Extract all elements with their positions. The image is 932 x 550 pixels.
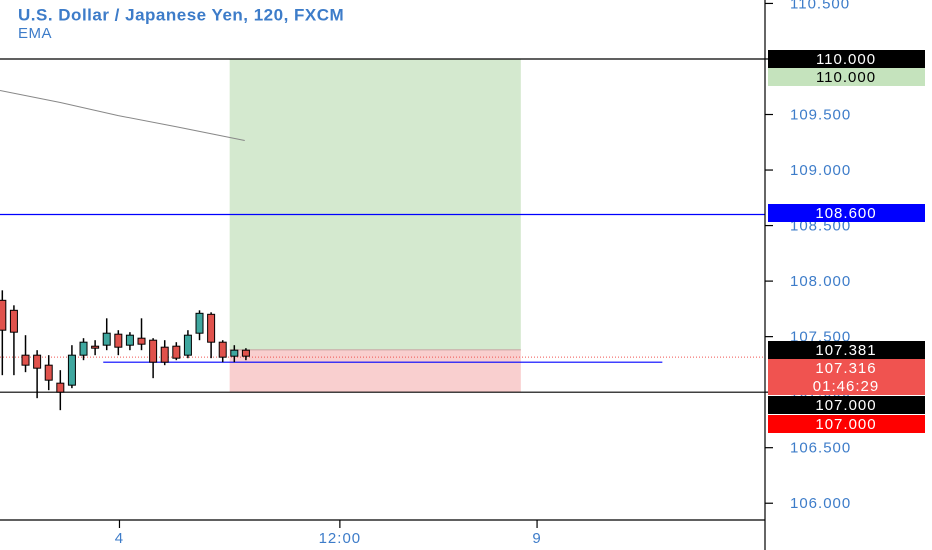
- price-label-box: [768, 50, 925, 68]
- x-tick-label: 4: [115, 530, 124, 547]
- candle-body: [21, 354, 30, 366]
- candle-body: [114, 333, 123, 348]
- candle-body: [91, 345, 100, 349]
- y-tick-label: 106.500: [790, 440, 851, 457]
- price-label-box: [768, 396, 925, 414]
- price-label-box: [768, 68, 925, 86]
- candle-body: [102, 332, 111, 346]
- price-label: 107.000: [815, 397, 876, 414]
- price-label: 110.000: [816, 51, 876, 68]
- candle-body: [149, 339, 158, 363]
- price-label: 110.000: [816, 69, 876, 86]
- y-tick-label: 106.000: [790, 495, 851, 512]
- candle-body: [9, 309, 18, 333]
- candle-body: [44, 364, 53, 381]
- price-label: 107.000: [815, 416, 876, 433]
- loss-zone: [229, 349, 521, 393]
- candle-body: [137, 337, 146, 345]
- plot-area: [0, 58, 765, 411]
- ema-line: [0, 90, 245, 141]
- price-label: 107.381: [815, 342, 876, 359]
- candle-body: [183, 334, 192, 356]
- price-label-box: [768, 415, 925, 433]
- candle-body: [67, 354, 76, 386]
- chart-title: U.S. Dollar / Japanese Yen, 120, FXCM: [18, 5, 344, 24]
- candle-body: [195, 312, 204, 334]
- price-label: 108.600: [815, 205, 876, 222]
- countdown-label-box: [768, 377, 925, 395]
- candle-body: [56, 382, 65, 393]
- countdown-label: 01:46:29: [813, 378, 879, 395]
- y-tick-label: 110.500: [790, 0, 850, 12]
- candle-body: [33, 354, 42, 369]
- profit-zone: [229, 58, 521, 350]
- indicator-label: EMA: [18, 25, 52, 42]
- price-label: 107.316: [815, 360, 876, 377]
- candle-body: [241, 349, 250, 357]
- price-label-box: [768, 204, 925, 222]
- candle-body: [0, 299, 7, 331]
- x-tick-label: 9: [532, 530, 541, 547]
- candle-body: [79, 341, 88, 356]
- candle-body: [160, 346, 169, 363]
- candle-body: [218, 341, 227, 358]
- candle-body: [230, 349, 239, 357]
- candle-body: [125, 334, 134, 346]
- y-tick-label: 108.000: [790, 273, 851, 290]
- y-tick-label: 109.000: [790, 162, 851, 179]
- x-tick-label: 12:00: [319, 530, 362, 547]
- candle-body: [172, 345, 181, 359]
- price-label-box: [768, 359, 925, 377]
- y-tick-label: 109.500: [790, 106, 851, 123]
- candle-body: [207, 313, 216, 343]
- price-label-box: [768, 341, 925, 359]
